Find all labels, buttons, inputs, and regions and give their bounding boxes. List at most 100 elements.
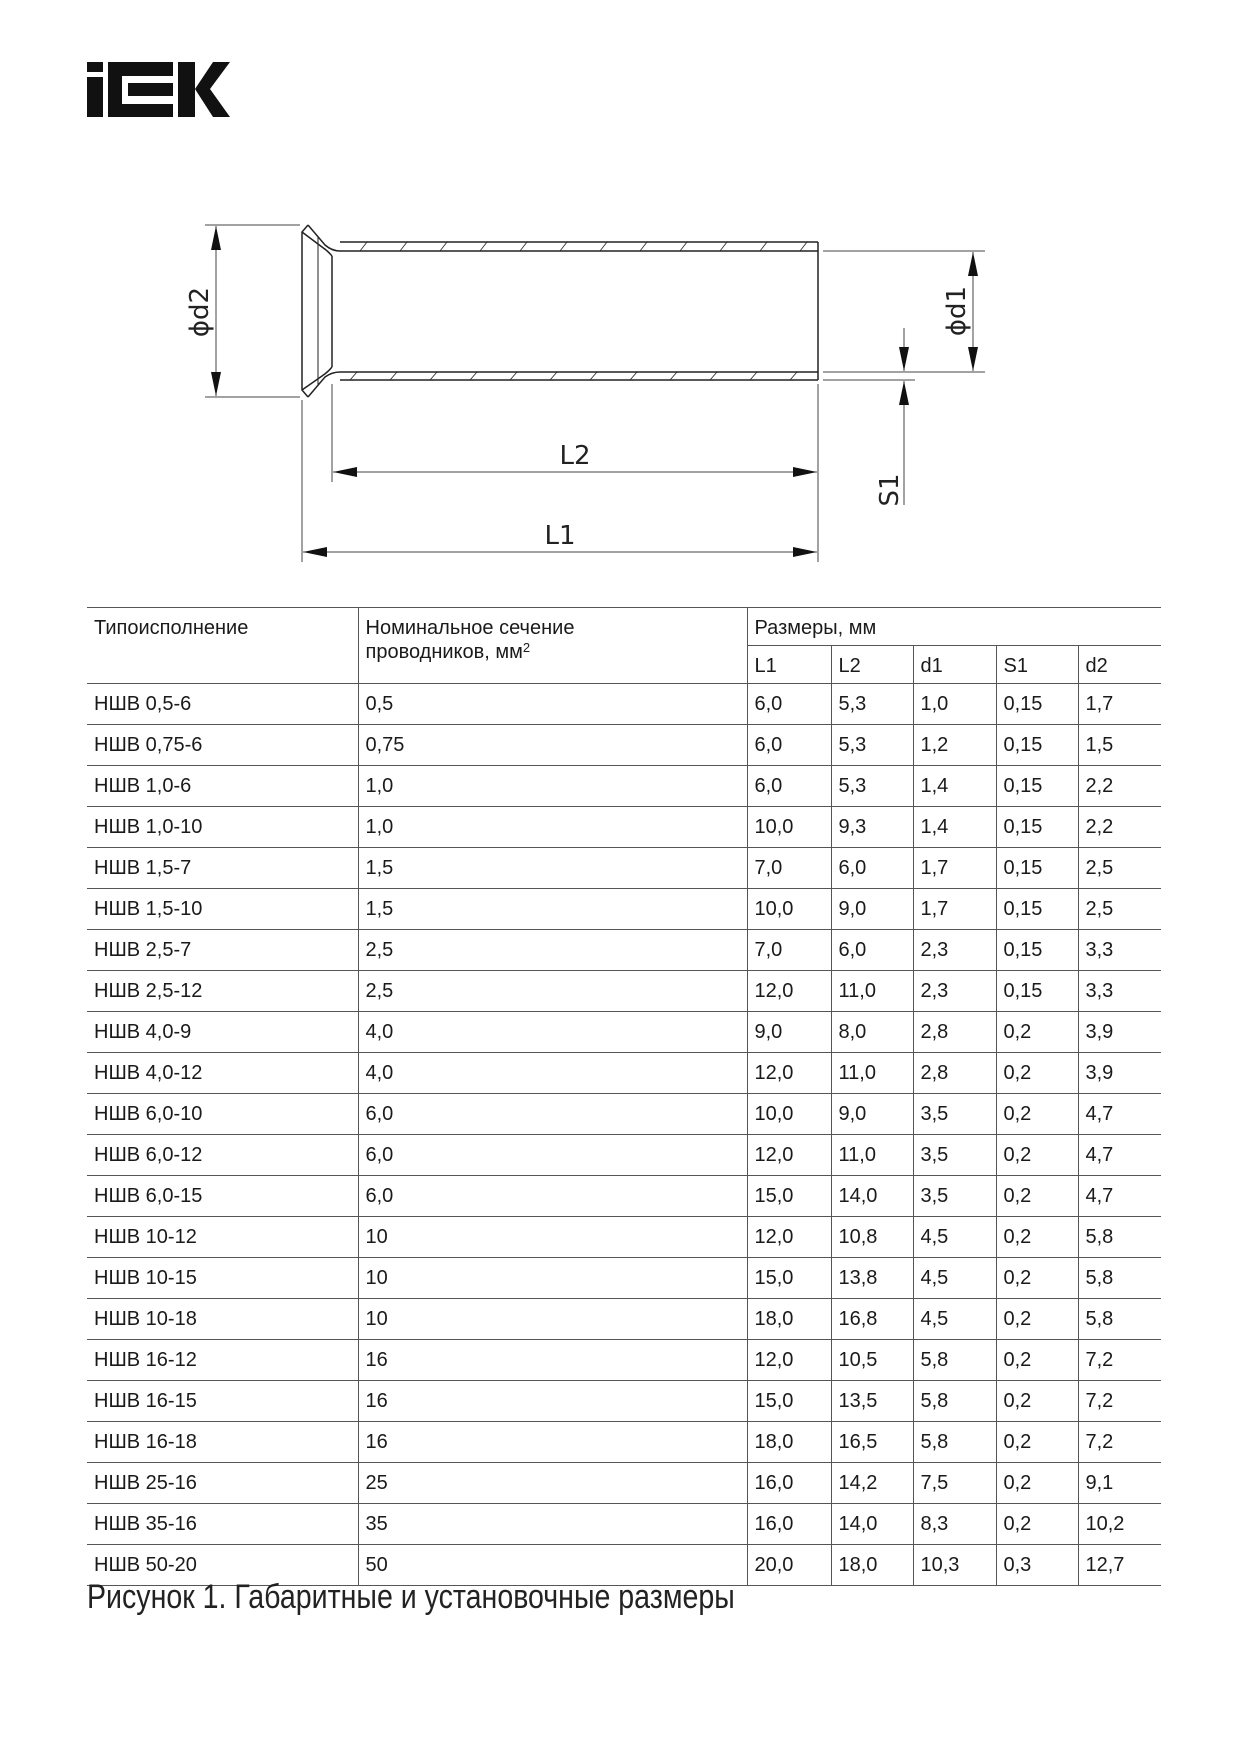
ferrule-drawing: ϕd2 ϕd1 S1 L2 L1	[185, 224, 985, 562]
table-cell: 10,5	[830, 1339, 913, 1381]
table-cell: 0,2	[995, 1503, 1078, 1545]
table-cell: НШВ 16-18	[87, 1421, 358, 1463]
table-row: НШВ 6,0-15 6,0 15,0 14,0 3,5 0,2 4,7	[87, 1175, 1162, 1217]
table-cell: НШВ 4,0-9	[87, 1011, 358, 1053]
table-cell: 2,3	[912, 970, 996, 1012]
table-cell: 6,0	[830, 929, 913, 971]
table-cell: 10	[357, 1216, 747, 1258]
table-cell: 4,7	[1077, 1134, 1162, 1176]
table-cell: 2,2	[1077, 765, 1162, 807]
table-cell: 2,5	[357, 970, 747, 1012]
table-cell: 3,9	[1077, 1011, 1162, 1053]
table-cell: 0,15	[995, 765, 1078, 807]
table-cell: 6,0	[830, 847, 913, 889]
table-cell: 12,0	[746, 970, 831, 1012]
table-cell: 10,0	[746, 1093, 831, 1135]
table-cell: 0,15	[995, 888, 1078, 930]
table-cell: 4,5	[912, 1257, 996, 1299]
table-cell: 5,3	[830, 724, 913, 766]
table-cell: 15,0	[746, 1257, 831, 1299]
table-cell: 7,5	[912, 1462, 996, 1504]
table-cell: 1,7	[912, 847, 996, 889]
table-cell: НШВ 2,5-7	[87, 929, 358, 971]
table-cell: НШВ 10-15	[87, 1257, 358, 1299]
table-cell: 0,2	[995, 1175, 1078, 1217]
table-cell: 16	[357, 1421, 747, 1463]
table-cell: 12,0	[746, 1216, 831, 1258]
table-cell: 9,0	[830, 1093, 913, 1135]
table-row: НШВ 4,0-9 4,0 9,0 8,0 2,8 0,2 3,9	[87, 1011, 1162, 1053]
table-cell: 50	[357, 1544, 747, 1586]
table-cell: 1,4	[912, 765, 996, 807]
table-cell: 5,8	[912, 1421, 996, 1463]
table-cell: 0,3	[995, 1544, 1078, 1586]
table-cell: 12,7	[1077, 1544, 1162, 1586]
table-cell: 1,5	[357, 847, 747, 889]
table-row: НШВ 1,0-6 1,0 6,0 5,3 1,4 0,15 2,2	[87, 765, 1162, 807]
table-cell: 7,0	[746, 929, 831, 971]
dimensions-table: Типоисполнение Номинальное сечение провод…	[87, 607, 1162, 1586]
table-cell: 9,1	[1077, 1462, 1162, 1504]
table-cell: НШВ 6,0-10	[87, 1093, 358, 1135]
table-cell: 0,15	[995, 929, 1078, 971]
table-cell: 14,0	[830, 1503, 913, 1545]
table-cell: 10,8	[830, 1216, 913, 1258]
table-cell: 2,5	[1077, 847, 1162, 889]
table-cell: 12,0	[746, 1339, 831, 1381]
ferrule-body	[301, 224, 819, 398]
table-cell: 5,8	[1077, 1216, 1162, 1258]
table-cell: НШВ 16-12	[87, 1339, 358, 1381]
table-cell: 2,3	[912, 929, 996, 971]
table-cell: 0,2	[995, 1339, 1078, 1381]
table-cell: 0,2	[995, 1093, 1078, 1135]
table-cell: 0,15	[995, 970, 1078, 1012]
table-cell: НШВ 1,0-10	[87, 806, 358, 848]
table-cell: 0,15	[995, 724, 1078, 766]
dimensions	[205, 224, 985, 562]
d1-label: ϕd1	[942, 286, 972, 336]
table-cell: 10	[357, 1298, 747, 1340]
table-cell: НШВ 10-12	[87, 1216, 358, 1258]
header-l1: L1	[746, 645, 831, 684]
table-cell: 4,7	[1077, 1093, 1162, 1135]
table-cell: 10,2	[1077, 1503, 1162, 1545]
table-cell: 0,5	[357, 683, 747, 725]
table-cell: 9,3	[830, 806, 913, 848]
table-cell: 0,2	[995, 1052, 1078, 1094]
table-cell: НШВ 6,0-12	[87, 1134, 358, 1176]
table-cell: 5,3	[830, 683, 913, 725]
table-cell: 16,0	[746, 1462, 831, 1504]
table-cell: 16,8	[830, 1298, 913, 1340]
table-row: НШВ 25-16 25 16,0 14,2 7,5 0,2 9,1	[87, 1462, 1162, 1504]
table-cell: 18,0	[746, 1421, 831, 1463]
table-cell: 4,0	[357, 1011, 747, 1053]
table-cell: НШВ 25-16	[87, 1462, 358, 1504]
table-cell: 8,3	[912, 1503, 996, 1545]
table-row: НШВ 10-12 10 12,0 10,8 4,5 0,2 5,8	[87, 1216, 1162, 1258]
table-cell: 0,2	[995, 1421, 1078, 1463]
header-l2: L2	[830, 645, 913, 684]
table-cell: 1,5	[357, 888, 747, 930]
table-row: НШВ 16-15 16 15,0 13,5 5,8 0,2 7,2	[87, 1380, 1162, 1422]
table-cell: 10	[357, 1257, 747, 1299]
table-cell: 12,0	[746, 1134, 831, 1176]
table-cell: 0,2	[995, 1011, 1078, 1053]
table-cell: 7,2	[1077, 1380, 1162, 1422]
table-cell: 4,5	[912, 1298, 996, 1340]
table-cell: 15,0	[746, 1380, 831, 1422]
table-cell: 7,2	[1077, 1421, 1162, 1463]
table-cell: 3,3	[1077, 929, 1162, 971]
table-cell: 1,0	[357, 806, 747, 848]
table-cell: 5,8	[912, 1380, 996, 1422]
table-cell: 6,0	[357, 1175, 747, 1217]
table-cell: 3,5	[912, 1134, 996, 1176]
d2-label: ϕd2	[185, 287, 215, 337]
table-row: НШВ 16-12 16 12,0 10,5 5,8 0,2 7,2	[87, 1339, 1162, 1381]
table-cell: 14,2	[830, 1462, 913, 1504]
table-cell: 14,0	[830, 1175, 913, 1217]
table-row: НШВ 4,0-12 4,0 12,0 11,0 2,8 0,2 3,9	[87, 1052, 1162, 1094]
table-cell: 20,0	[746, 1544, 831, 1586]
table-cell: 2,8	[912, 1011, 996, 1053]
table-cell: 25	[357, 1462, 747, 1504]
table-cell: 2,8	[912, 1052, 996, 1094]
